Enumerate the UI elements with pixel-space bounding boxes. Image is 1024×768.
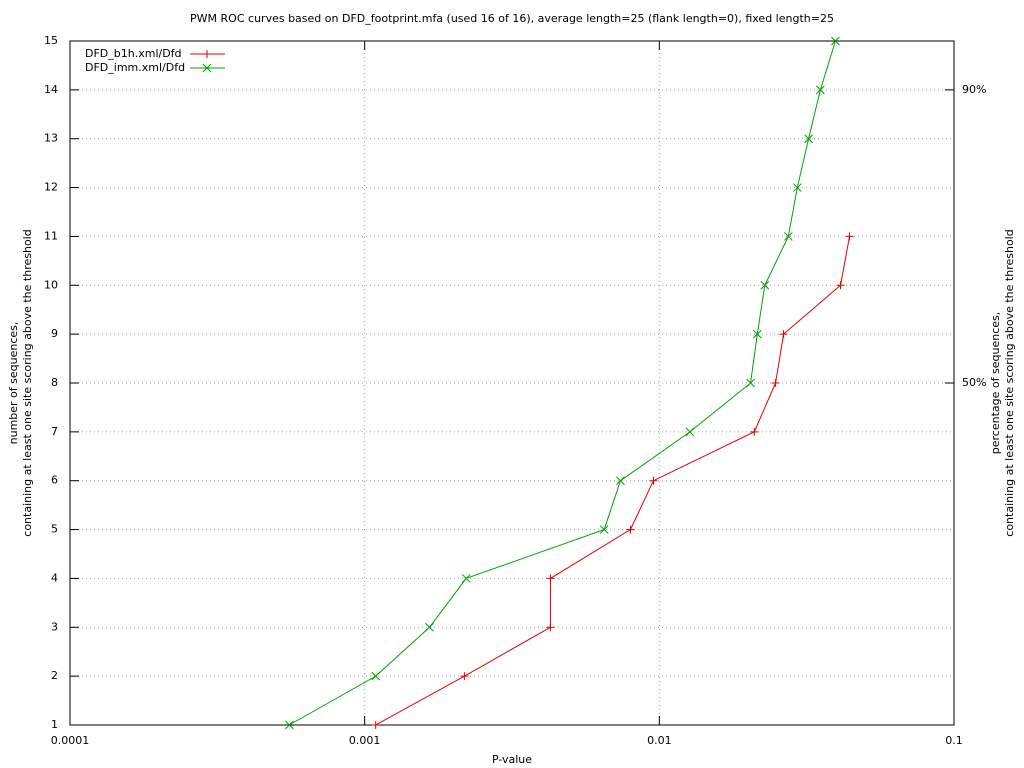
y2-axis-label-line: percentage of sequences, (989, 312, 1002, 454)
y-tick-label: 6 (51, 474, 58, 487)
point-marker (845, 232, 854, 241)
point-marker (816, 85, 825, 95)
point-marker (783, 232, 793, 241)
chart-title: PWM ROC curves based on DFD_footprint.mf… (190, 12, 834, 25)
y-axis-label: number of sequences, containing at least… (7, 229, 34, 536)
point-marker (616, 476, 625, 486)
y-tick-label: 14 (44, 83, 58, 96)
legend-marker (203, 50, 211, 58)
legend-label: DFD_b1h.xml/Dfd (85, 47, 182, 60)
point-marker (685, 427, 695, 437)
y-tick-label: 2 (51, 669, 58, 682)
point-marker (771, 379, 780, 387)
point-marker (649, 476, 658, 485)
y-tick-label: 3 (51, 620, 58, 633)
point-marker (626, 525, 635, 534)
x-tick-label: 0.01 (647, 734, 672, 747)
point-marker (792, 183, 802, 192)
point-marker (460, 672, 469, 681)
point-marker (831, 36, 840, 46)
x-tick-label: 0.0001 (51, 734, 90, 747)
point-marker (425, 622, 434, 632)
point-marker (371, 671, 381, 681)
y-tick-label: 15 (44, 34, 58, 47)
y-tick-label: 11 (44, 229, 58, 242)
x-tick-label: 0.001 (349, 734, 381, 747)
y-tick-label: 8 (51, 376, 58, 389)
point-marker (461, 574, 471, 583)
y2-axis-label-line: containing at least one site scoring abo… (1003, 229, 1016, 536)
point-marker (836, 281, 845, 290)
legend-label: DFD_imm.xml/Dfd (85, 61, 185, 74)
y-tick-label: 1 (51, 718, 58, 731)
y-axis-label-line: number of sequences, (7, 322, 20, 445)
y-tick-label: 10 (44, 278, 58, 291)
point-marker (752, 329, 762, 339)
point-marker (750, 427, 759, 436)
point-marker (746, 378, 755, 388)
point-marker (779, 330, 788, 339)
legend-marker (202, 63, 212, 73)
point-marker (284, 720, 294, 730)
y-tick-label: 13 (44, 132, 58, 145)
point-marker (371, 721, 380, 729)
y-tick-label: 12 (44, 181, 58, 194)
y2-tick-label: 50% (962, 376, 986, 389)
y-tick-label: 9 (51, 327, 58, 340)
point-marker (804, 134, 813, 144)
y-tick-label: 4 (51, 571, 58, 584)
y-axis-label-line: containing at least one site scoring abo… (21, 229, 34, 536)
point-marker (599, 525, 609, 534)
y2-tick-label: 90% (962, 83, 986, 96)
point-marker (760, 280, 770, 290)
point-marker (546, 623, 555, 632)
x-tick-label: 0.1 (945, 734, 963, 747)
point-marker (546, 574, 555, 583)
x-axis-label: P-value (492, 753, 532, 766)
y-tick-label: 5 (51, 523, 58, 536)
y2-axis-label: percentage of sequences, containing at l… (989, 229, 1016, 536)
y-tick-label: 7 (51, 425, 58, 438)
